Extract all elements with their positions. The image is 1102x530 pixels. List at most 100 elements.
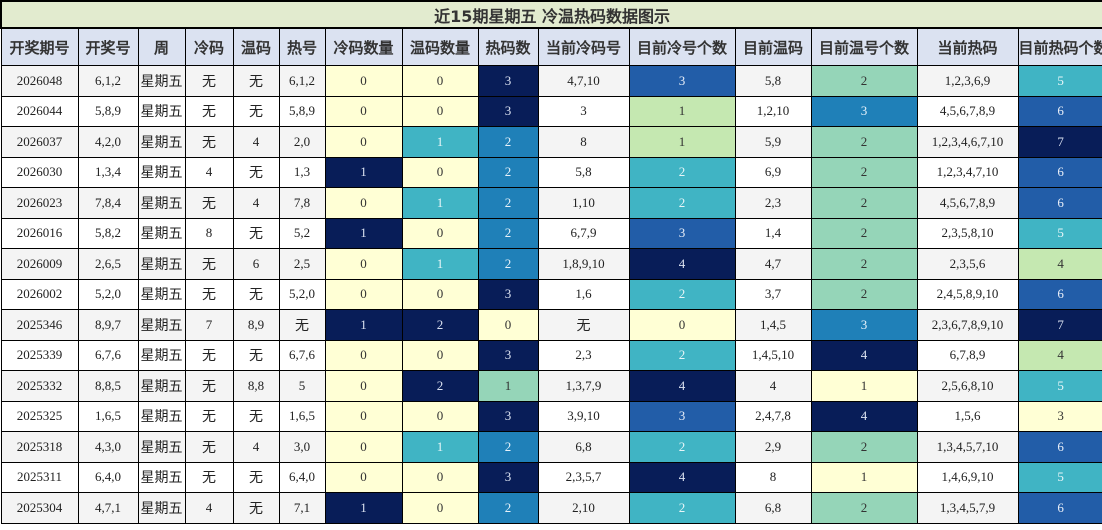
cell-hot-count: 2 — [477, 126, 539, 158]
cell-current-cold-count: 3 — [628, 65, 736, 97]
column-header-current-hot: 当前热码 — [916, 27, 1019, 66]
cell-cold: 7 — [184, 309, 234, 341]
cell-current-hot: 2,5,6,8,10 — [916, 370, 1019, 402]
cell-current-hot: 4,5,6,7,8,9 — [916, 95, 1019, 127]
column-header-draw: 开奖号 — [77, 27, 139, 66]
cell-current-warm: 2,4,7,8 — [734, 400, 812, 432]
cell-issue: 2026009 — [0, 248, 79, 280]
header-row: 开奖期号 开奖号周冷码 温码 热号 冷码数量 温码数量 热码数 当前冷码号 目前冷号个数 目前温码… — [0, 27, 1102, 66]
cell-warm: 无 — [232, 95, 280, 127]
table-row: 2025311 6,4,0 星期五无无 6,4,0 0 0 3 2,3,5,7 4 8 1 1,4,6… — [0, 461, 1102, 493]
cell-current-warm: 3,7 — [734, 278, 812, 310]
cell-current-cold: 1,3,7,9 — [537, 370, 630, 402]
cell-warm-count: 0 — [401, 156, 479, 188]
cell-hot-count: 3 — [477, 278, 539, 310]
cell-warm: 无 — [232, 339, 280, 371]
cell-cold: 无 — [184, 187, 234, 219]
cell-hot-count: 2 — [477, 217, 539, 249]
cell-current-warm-count: 3 — [810, 309, 918, 341]
cell-cold: 4 — [184, 156, 234, 188]
cell-cold: 无 — [184, 339, 234, 371]
cell-cold-count: 1 — [324, 217, 403, 249]
cell-draw: 5,8,2 — [77, 217, 139, 249]
cell-current-hot: 1,2,3,6,9 — [916, 65, 1019, 97]
cell-current-hot: 1,3,4,5,7,9 — [916, 492, 1019, 524]
cell-warm-count: 1 — [401, 187, 479, 219]
cell-current-warm-count: 2 — [810, 217, 918, 249]
cell-hot-count: 2 — [477, 248, 539, 280]
cell-current-hot: 2,3,5,6 — [916, 248, 1019, 280]
cell-current-warm-count: 2 — [810, 248, 918, 280]
cell-issue: 2026016 — [0, 217, 79, 249]
cell-current-cold-count: 2 — [628, 156, 736, 188]
cell-current-warm: 4,7 — [734, 248, 812, 280]
cell-draw: 1,6,5 — [77, 400, 139, 432]
cell-cold-count: 0 — [324, 400, 403, 432]
cell-current-hot-count: 7 — [1017, 309, 1102, 341]
cell-current-hot: 1,3,4,5,7,10 — [916, 431, 1019, 463]
cell-week: 星期五 — [137, 339, 186, 371]
cell-hot: 2,0 — [278, 126, 326, 158]
cell-cold: 无 — [184, 400, 234, 432]
column-header-current-hot-count: 目前热码个数 — [1017, 27, 1102, 66]
column-header-cold: 冷码 — [184, 27, 234, 66]
cell-hot-count: 2 — [477, 431, 539, 463]
cell-draw: 2,6,5 — [77, 248, 139, 280]
cell-cold-count: 0 — [324, 278, 403, 310]
cell-current-hot: 1,2,3,4,7,10 — [916, 156, 1019, 188]
cell-current-warm-count: 2 — [810, 187, 918, 219]
cell-current-cold-count: 2 — [628, 278, 736, 310]
cell-hot: 6,7,6 — [278, 339, 326, 371]
cell-current-warm: 2,9 — [734, 431, 812, 463]
cell-hot: 3,0 — [278, 431, 326, 463]
cell-current-cold: 4,7,10 — [537, 65, 630, 97]
cell-warm: 无 — [232, 461, 280, 493]
cell-current-cold: 3 — [537, 95, 630, 127]
table-row: 2025304 4,7,1 星期五 4 无 7,1 1 0 2 2,10 2 6,8 2 1,3,4,5,… — [0, 492, 1102, 524]
cell-hot-count: 3 — [477, 65, 539, 97]
cell-cold-count: 0 — [324, 65, 403, 97]
cell-cold-count: 0 — [324, 248, 403, 280]
cell-hot-count: 3 — [477, 339, 539, 371]
cell-issue: 2025304 — [0, 492, 79, 524]
cell-current-warm-count: 1 — [810, 370, 918, 402]
cell-draw: 7,8,4 — [77, 187, 139, 219]
cell-warm-count: 0 — [401, 95, 479, 127]
cell-current-warm: 1,4,5,10 — [734, 339, 812, 371]
cell-hot: 5,8,9 — [278, 95, 326, 127]
cell-hot: 1,6,5 — [278, 400, 326, 432]
cell-current-warm: 1,4,5 — [734, 309, 812, 341]
cell-current-cold: 无 — [537, 309, 630, 341]
cell-issue: 2025339 — [0, 339, 79, 371]
cell-current-hot: 1,5,6 — [916, 400, 1019, 432]
cell-warm-count: 0 — [401, 492, 479, 524]
cell-issue: 2025311 — [0, 461, 79, 493]
cell-week: 星期五 — [137, 370, 186, 402]
cell-warm-count: 1 — [401, 431, 479, 463]
cell-week: 星期五 — [137, 461, 186, 493]
cell-current-warm-count: 2 — [810, 278, 918, 310]
cell-current-warm-count: 2 — [810, 492, 918, 524]
cell-warm: 4 — [232, 431, 280, 463]
column-header-hot-count: 热码数 — [477, 27, 539, 66]
cell-current-warm: 1,4 — [734, 217, 812, 249]
cell-issue: 2025332 — [0, 370, 79, 402]
table-title: 近15期星期五 冷温热码数据图示 — [0, 0, 1102, 29]
cell-current-cold-count: 3 — [628, 217, 736, 249]
cell-hot: 5 — [278, 370, 326, 402]
cell-draw: 4,2,0 — [77, 126, 139, 158]
cell-current-hot: 6,7,8,9 — [916, 339, 1019, 371]
table-row: 2026023 7,8,4 星期五无 4 7,8 0 1 2 1,10 2 2,3 2 4,5,6,7,… — [0, 187, 1102, 219]
cell-cold-count: 1 — [324, 492, 403, 524]
cell-hot-count: 2 — [477, 187, 539, 219]
cell-draw: 8,9,7 — [77, 309, 139, 341]
cell-current-hot-count: 4 — [1017, 248, 1102, 280]
cell-current-hot-count: 5 — [1017, 461, 1102, 493]
cell-current-warm-count: 3 — [810, 95, 918, 127]
cell-current-cold: 6,7,9 — [537, 217, 630, 249]
cell-week: 星期五 — [137, 309, 186, 341]
cell-issue: 2026044 — [0, 95, 79, 127]
cell-warm-count: 2 — [401, 370, 479, 402]
cell-cold: 无 — [184, 431, 234, 463]
